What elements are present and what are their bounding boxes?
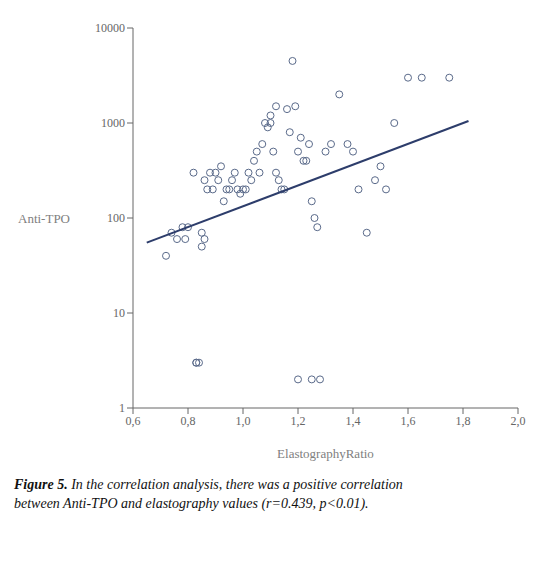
- html-text:between Anti-TPO and elastogra: between Anti-TPO and elastography values…: [14, 495, 369, 511]
- svg-text:0,8: 0,8: [181, 414, 196, 428]
- svg-text:1,6: 1,6: [401, 414, 416, 428]
- svg-text:0,6: 0,6: [126, 414, 141, 428]
- html-text:Figure 5. In the correlation a: Figure 5. In the correlation analysis, t…: [14, 477, 403, 492]
- svg-text:1,2: 1,2: [291, 414, 306, 428]
- svg-text:Anti-TPO: Anti-TPO: [18, 211, 70, 226]
- svg-text:10: 10: [113, 306, 125, 320]
- svg-text:ElastographyRatio: ElastographyRatio: [277, 446, 374, 461]
- svg-text:1,8: 1,8: [456, 414, 471, 428]
- svg-text:2,0: 2,0: [511, 414, 526, 428]
- svg-text:100: 100: [107, 211, 125, 225]
- svg-text:1,0: 1,0: [236, 414, 251, 428]
- svg-text:1: 1: [119, 401, 125, 415]
- svg-text:1,4: 1,4: [346, 414, 361, 428]
- svg-text:10000: 10000: [95, 21, 125, 35]
- svg-text:1000: 1000: [101, 116, 125, 130]
